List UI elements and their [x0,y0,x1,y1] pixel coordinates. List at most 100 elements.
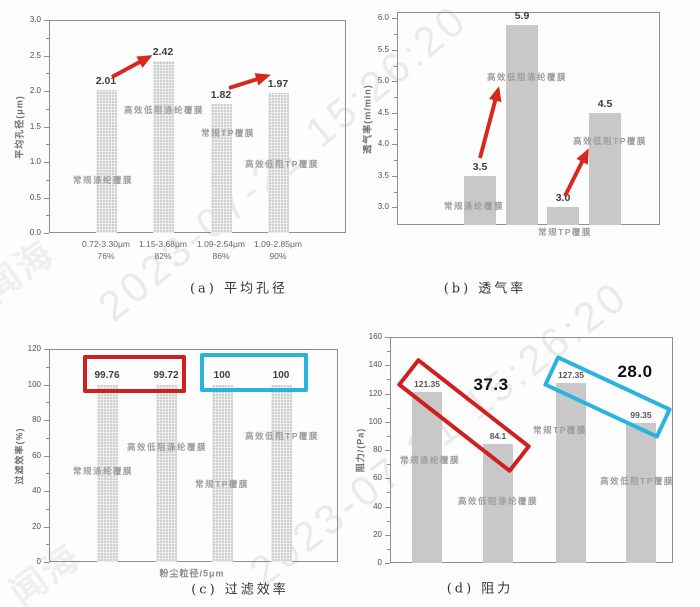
y-minor-tick [46,73,49,75]
y-minor-tick [394,128,397,130]
x-tick-label: 82% [154,251,172,261]
y-minor-tick [387,379,390,381]
bar-value-label: 100 [213,369,231,381]
y-tick-label: 4.5 [377,107,389,117]
y-tick [392,175,397,177]
y-minor-tick [394,34,397,36]
y-tick-label: 0.0 [29,228,41,237]
y-tick-label: 80 [32,415,41,424]
y-tick-label: 1.0 [29,157,41,166]
y-tick-label: 2.0 [29,86,41,95]
y-axis-title: 平均孔径(μm) [14,94,25,159]
y-tick-label: 20 [32,521,41,531]
y-tick [44,491,49,492]
film-label: 常规TP覆膜 [195,479,249,489]
chart-caption: (b) 透气率 [443,281,527,297]
y-tick-label: 5.5 [377,44,389,54]
y-minor-tick [46,473,49,475]
bar [155,384,177,562]
bar-value-label: 1.82 [210,88,232,101]
bar [412,391,442,563]
y-tick [44,197,49,199]
film-label: 常规涤纶覆膜 [443,201,505,211]
y-tick-label: 140 [368,360,382,370]
y-tick [44,233,49,234]
bar [547,207,579,225]
y-minor-tick [46,144,49,146]
plot-area-a [49,20,346,233]
y-minor-tick [387,407,390,409]
y-tick-label: 5.0 [377,76,389,86]
bar-value-label: 99.72 [153,369,179,381]
y-tick-label: 4.0 [377,139,389,149]
plot-area-d [390,337,673,563]
y-tick [385,365,390,367]
bar-value-label: 5.9 [514,9,530,22]
film-label: 常规涤纶覆膜 [72,175,134,185]
y-tick [385,393,390,395]
y-tick-label: 160 [368,332,382,341]
y-tick [385,563,390,564]
y-minor-tick [46,402,49,404]
y-tick-label: 120 [368,388,382,398]
film-label: 高效低阻TP覆膜 [245,431,319,441]
y-tick [44,562,49,563]
y-minor-tick [387,520,390,522]
bar [96,384,118,562]
y-tick-label: 0 [36,557,41,566]
y-tick [392,49,397,51]
y-tick-label: 2.5 [29,50,41,60]
y-tick [44,20,49,21]
y-minor-tick [46,366,49,368]
film-label: 高效低阻涤纶覆膜 [123,105,205,115]
x-tick-label: 0.72-3.30μm [82,239,130,249]
y-axis-title: 阻力/(Pa) [355,427,366,473]
bar [506,24,538,225]
film-label: 高效低阻涤纶覆膜 [126,442,208,452]
y-tick [44,384,49,386]
film-label: 高效低阻涤纶覆膜 [457,496,539,506]
film-label: 常规TP覆膜 [538,227,592,237]
y-minor-tick [387,435,390,437]
y-tick [392,112,397,114]
y-tick [385,450,390,451]
bar [556,383,586,563]
y-tick-label: 20 [373,529,382,539]
y-tick-label: 0 [377,558,382,567]
y-tick [44,91,49,92]
x-axis-title: 粉尘粒径/5μm [159,568,225,579]
bar-value-label: 84.1 [489,431,507,442]
y-tick [44,526,49,528]
y-minor-tick [394,191,397,193]
film-label: 常规TP覆膜 [533,425,587,435]
x-tick-label: 76% [97,251,115,261]
bar [95,90,117,233]
y-tick-label: 40 [373,501,382,511]
y-tick [392,81,397,83]
bar-value-label: 121.35 [414,378,440,389]
y-minor-tick [46,508,49,510]
y-tick [385,421,390,423]
bar [483,444,513,563]
bar-value-label: 2.42 [152,46,174,59]
y-tick-label: 3.5 [377,170,389,180]
film-label: 高效低阻TP覆膜 [573,136,647,146]
y-tick-label: 3.0 [377,202,389,212]
y-tick [385,337,390,338]
bar [152,61,174,233]
y-minor-tick [394,160,397,162]
chart-caption: (a) 平均孔径 [189,281,289,297]
y-tick-label: 0.5 [29,192,41,202]
bar [210,103,232,233]
chart-caption: (c) 过滤效率 [191,582,289,598]
film-label: 高效低阻涤纶覆膜 [486,72,568,82]
x-tick-label: 86% [212,251,230,261]
bar-value-label: 100 [272,369,290,381]
y-minor-tick [46,215,49,217]
highlight-box-cyan [200,353,308,392]
watermark-logo: 闻海 [0,231,62,310]
y-tick-label: 80 [373,445,382,454]
film-label: 常规涤纶覆膜 [72,466,134,476]
y-axis-title: 过滤效率(%) [14,427,25,484]
